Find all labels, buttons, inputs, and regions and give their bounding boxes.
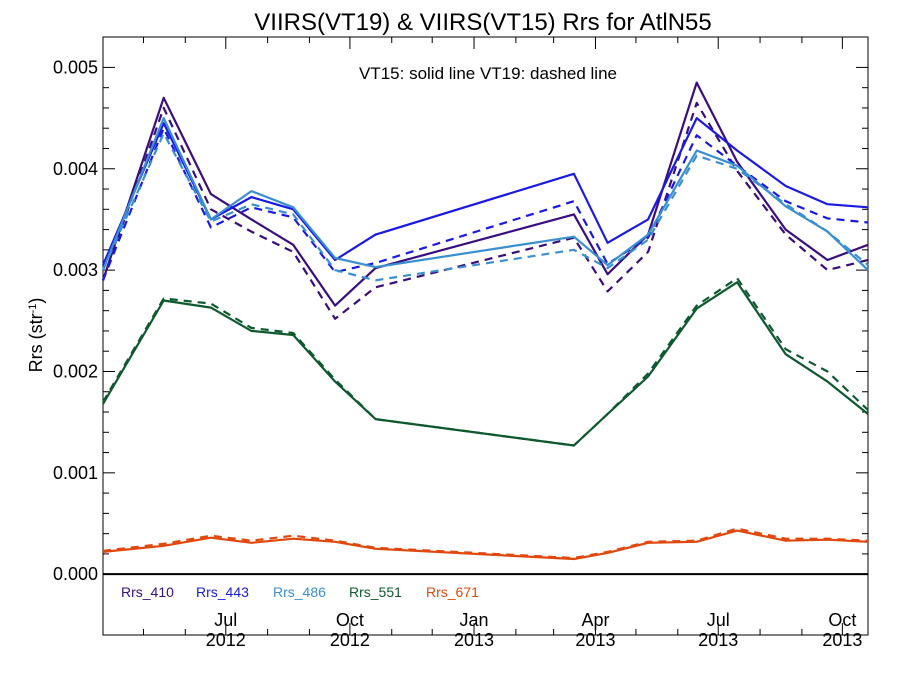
x-tick-month: Jul bbox=[707, 610, 730, 630]
x-tick-month: Jul bbox=[214, 610, 237, 630]
x-tick-year: 2012 bbox=[330, 630, 370, 650]
y-tick-label: 0.000 bbox=[53, 564, 98, 584]
plot-frame bbox=[102, 36, 869, 636]
rrs-410-vt15-line bbox=[101, 81, 869, 307]
rrs-486-vt19-line bbox=[101, 132, 869, 282]
y-tick-label: 0.003 bbox=[53, 260, 98, 280]
y-axis-label: Rrs (str-1) bbox=[26, 298, 46, 373]
rrs-671-vt19-line bbox=[102, 527, 869, 560]
legend: Rrs_410 Rrs_443 Rrs_486 Rrs_551 Rrs_671 bbox=[121, 584, 479, 600]
x-tick-month: Oct bbox=[336, 610, 364, 630]
rrs-671-vt15-line bbox=[102, 529, 869, 561]
x-tick-year: 2013 bbox=[575, 630, 615, 650]
x-tick-month: Oct bbox=[828, 610, 856, 630]
rrs-410-vt19-line bbox=[101, 101, 869, 320]
y-tick-label: 0.005 bbox=[53, 57, 98, 77]
y-tick-label: 0.004 bbox=[53, 159, 98, 179]
legend-rrs-551: Rrs_551 bbox=[349, 584, 402, 600]
y-tick-label: 0.001 bbox=[53, 463, 98, 483]
chart-title: VIIRS(VT19) & VIIRS(VT15) Rrs for AtlN55 bbox=[254, 9, 711, 36]
rrs-486-vt15-line bbox=[101, 116, 869, 271]
x-tick-year: 2013 bbox=[822, 630, 862, 650]
rrs-443-vt19-line bbox=[101, 127, 869, 281]
x-axis: Jul2012Oct2012Jan2013Apr2013Jul2013Oct20… bbox=[142, 37, 862, 650]
rrs-551-vt19-line bbox=[102, 277, 869, 447]
x-tick-year: 2013 bbox=[454, 630, 494, 650]
rrs-443-vt15-line bbox=[101, 116, 869, 266]
x-tick-month: Jan bbox=[460, 610, 489, 630]
legend-rrs-671: Rrs_671 bbox=[426, 584, 479, 600]
legend-rrs-486: Rrs_486 bbox=[273, 584, 326, 600]
series-layer bbox=[101, 81, 869, 561]
x-tick-year: 2013 bbox=[698, 630, 738, 650]
x-tick-month: Apr bbox=[581, 610, 609, 630]
x-tick-year: 2012 bbox=[206, 630, 246, 650]
legend-rrs-443: Rrs_443 bbox=[196, 584, 249, 600]
y-tick-label: 0.002 bbox=[53, 361, 98, 381]
line-style-annotation: VT15: solid line VT19: dashed line bbox=[359, 64, 617, 83]
legend-rrs-410: Rrs_410 bbox=[121, 584, 174, 600]
y-axis: 0.000 0.001 0.002 0.003 0.004 0.005 bbox=[53, 57, 868, 584]
